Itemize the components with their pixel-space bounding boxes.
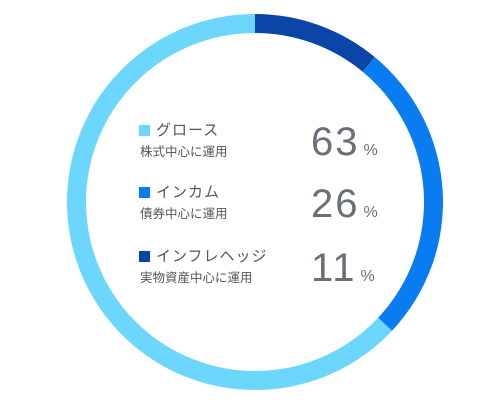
- percent-unit-income: %: [363, 204, 378, 221]
- donut-slice-income: [362, 57, 443, 331]
- legend-description-growth: 株式中心に運用: [140, 144, 228, 159]
- legend-swatch-growth: [139, 125, 150, 136]
- legend-percent-growth: 63%: [311, 118, 378, 175]
- legend-percent-income: 26%: [311, 180, 378, 237]
- legend-label-growth: グロース: [156, 121, 220, 139]
- percent-value-inflation-hedge: 11: [311, 246, 357, 290]
- legend-description-income: 債券中心に運用: [140, 206, 228, 221]
- legend-swatch-income: [139, 187, 150, 198]
- donut-slice-inflation-hedge: [255, 14, 375, 72]
- percent-value-income: 26: [311, 182, 360, 226]
- percent-unit-inflation-hedge: %: [360, 268, 375, 285]
- legend-item-income: インカム 債券中心に運用 26%: [139, 182, 399, 242]
- legend-label-inflation-hedge: インフレヘッジ: [156, 247, 268, 265]
- legend-swatch-inflation-hedge: [139, 251, 150, 262]
- percent-value-growth: 63: [311, 120, 360, 164]
- legend-label-income: インカム: [156, 183, 221, 201]
- legend-item-growth: グロース 株式中心に運用 63%: [139, 120, 399, 180]
- legend-item-inflation-hedge: インフレヘッジ 実物資産中心に運用 11%: [139, 246, 399, 306]
- percent-unit-growth: %: [363, 142, 378, 159]
- legend-percent-inflation-hedge: 11%: [311, 244, 375, 301]
- legend-description-inflation-hedge: 実物資産中心に運用: [140, 270, 253, 285]
- donut-slice-growth: [66, 14, 393, 391]
